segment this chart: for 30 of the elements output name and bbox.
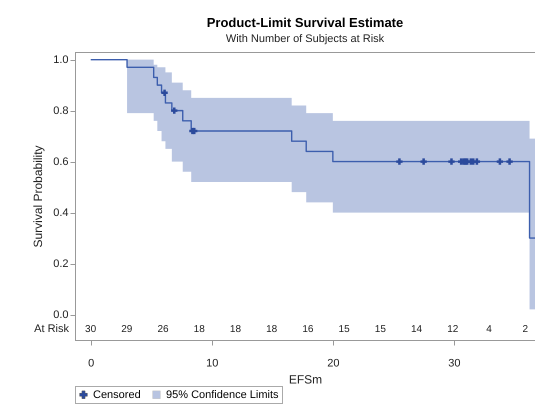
y-tick-label: 0.0 <box>53 309 68 322</box>
y-tick-label: 0.4 <box>53 207 68 220</box>
x-axis-title: EFSm <box>288 372 322 386</box>
annotation: 18 <box>266 324 278 335</box>
annotation: 18 <box>194 324 206 335</box>
annotation: 15 <box>338 324 350 335</box>
text: At Risk <box>34 323 70 335</box>
annotation: 12 <box>447 324 459 335</box>
legend-label: Censored <box>93 388 141 401</box>
x-tick-label: 0 <box>88 358 94 370</box>
annotation: 4 <box>486 324 492 335</box>
annotation: 30 <box>85 324 97 335</box>
annotation: 14 <box>410 324 423 335</box>
y-tick-label: 0.8 <box>53 105 68 118</box>
x-tick-label: 20 <box>327 358 340 370</box>
annotation: 15 <box>374 324 386 335</box>
chart-subtitle: With Number of Subjects at Risk <box>226 33 385 45</box>
y-tick-label: 0.2 <box>53 258 68 270</box>
annotation: 18 <box>230 324 242 335</box>
text: 95% Confidence Limits <box>166 388 280 401</box>
annotation: 29 <box>121 324 133 335</box>
x-tick-label: 10 <box>206 358 218 370</box>
annotation: 2 <box>522 324 528 335</box>
chart-title: Product-Limit Survival Estimate <box>206 15 404 30</box>
annotation: 16 <box>302 324 314 335</box>
y-tick-label: 0.6 <box>53 156 68 168</box>
annotation: 26 <box>157 324 170 335</box>
x-tick-label: 30 <box>448 358 461 370</box>
y-tick-label: 1.0 <box>53 54 68 66</box>
y-axis-title: Survival Probability <box>31 145 46 248</box>
